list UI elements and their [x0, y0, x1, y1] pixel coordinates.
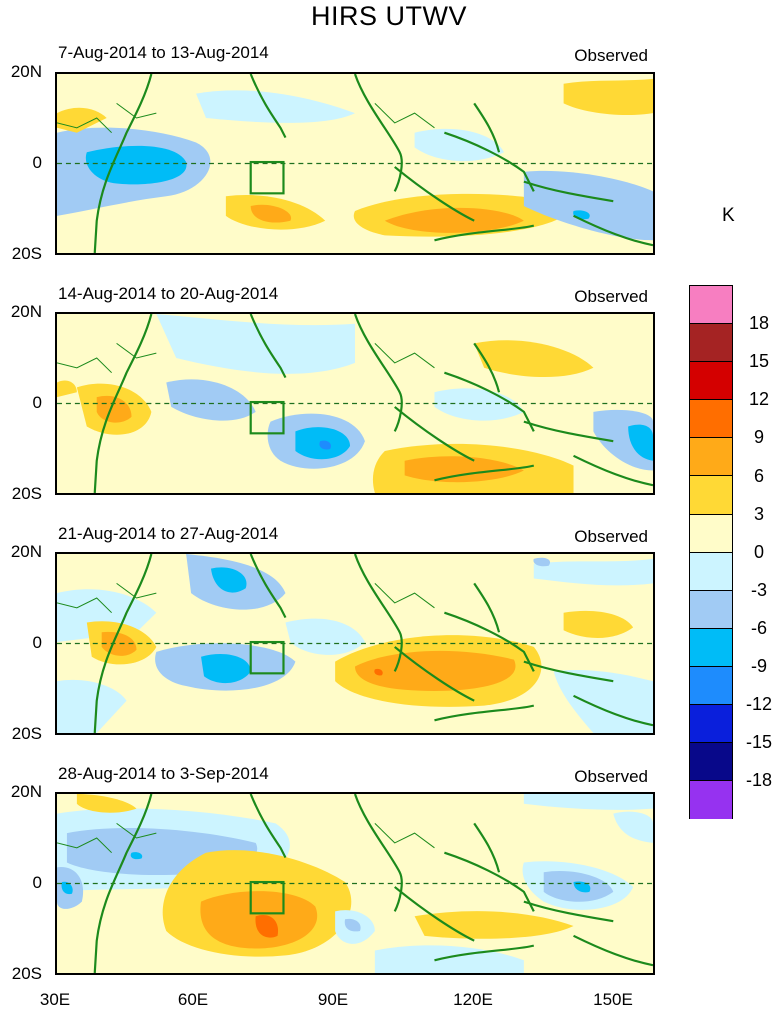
colorbar-segment [690, 743, 732, 782]
colorbar-segment [690, 400, 732, 439]
colorbar-tick-label: 6 [753, 465, 764, 486]
panel-4-tag: Observed [574, 767, 648, 786]
panel-4-lat-20s: 20S [11, 964, 42, 983]
colorbar-tick-label: -15 [745, 732, 772, 753]
panel-4-anomaly-field [57, 794, 653, 973]
colorbar-tick-label: 18 [748, 313, 770, 334]
lon-label-90e: 90E [317, 990, 349, 1009]
colorbar-segment [690, 476, 732, 515]
colorbar-tick-label: 9 [753, 427, 764, 448]
panel-2-lat-20n: 20N [10, 302, 42, 321]
panel-1-date-range: 7-Aug-2014 to 13-Aug-2014 [58, 43, 269, 62]
colorbar-segment [690, 514, 732, 553]
panel-4-map [55, 792, 655, 975]
colorbar-segment [690, 628, 732, 667]
colorbar-tick-label: 15 [748, 351, 770, 372]
panel-2-date-range: 14-Aug-2014 to 20-Aug-2014 [58, 284, 279, 303]
colorbar-tick-label: -3 [750, 579, 767, 600]
panel-3-lat-20s: 20S [11, 724, 42, 743]
colorbar-tick-label: -9 [750, 656, 767, 676]
panel-1-map [55, 72, 655, 255]
panel-1-tag: Observed [574, 46, 648, 65]
colorbar-segment [690, 324, 732, 363]
colorbar-segment [690, 438, 732, 477]
colorbar-segment [690, 705, 732, 744]
lon-label-30e: 30E [39, 990, 71, 1009]
panel-3-anomaly-field [57, 554, 653, 733]
panel-1-lat-0: 0 [32, 153, 42, 172]
colorbar-tick-label: -6 [750, 617, 767, 638]
panel-4-date-range: 28-Aug-2014 to 3-Sep-2014 [58, 764, 269, 783]
panel-2-map [55, 312, 655, 495]
colorbar-segment [690, 362, 732, 401]
panel-1-lat-20s: 20S [11, 244, 42, 263]
lon-label-60e: 60E [177, 990, 209, 1009]
panel-3-tag: Observed [574, 527, 648, 546]
panel-2-lat-0: 0 [32, 393, 42, 412]
colorbar-unit: K [722, 205, 735, 226]
colorbar-tick-label: 0 [753, 541, 764, 562]
panel-3-date-range: 21-Aug-2014 to 27-Aug-2014 [58, 524, 279, 543]
lon-label-150e: 150E [593, 990, 633, 1009]
colorbar-segment [690, 286, 732, 325]
panel-2-tag: Observed [574, 287, 648, 306]
colorbar-segment [690, 590, 732, 629]
colorbar-tick-label: 12 [748, 389, 770, 410]
panel-1-lat-20n: 20N [10, 62, 42, 81]
panel-3-lat-0: 0 [32, 633, 42, 652]
colorbar-segment [690, 552, 732, 591]
colorbar-tick-label: -18 [745, 770, 772, 791]
figure-title: HIRS UTWV [311, 1, 467, 31]
panel-4-lat-20n: 20N [10, 782, 42, 801]
panel-3-map [55, 552, 655, 735]
panel-4-lat-0: 0 [32, 873, 42, 892]
colorbar-tick-label: 3 [753, 503, 764, 524]
lon-label-120e: 120E [453, 990, 493, 1009]
panel-1-anomaly-field [57, 74, 653, 253]
colorbar-tick-label: -12 [745, 694, 772, 715]
colorbar-segment [690, 781, 732, 820]
colorbar-segment [690, 666, 732, 706]
panel-2-anomaly-field [57, 314, 653, 493]
panel-2-lat-20s: 20S [11, 484, 42, 503]
colorbar [689, 285, 733, 820]
panel-3-lat-20n: 20N [10, 542, 42, 561]
